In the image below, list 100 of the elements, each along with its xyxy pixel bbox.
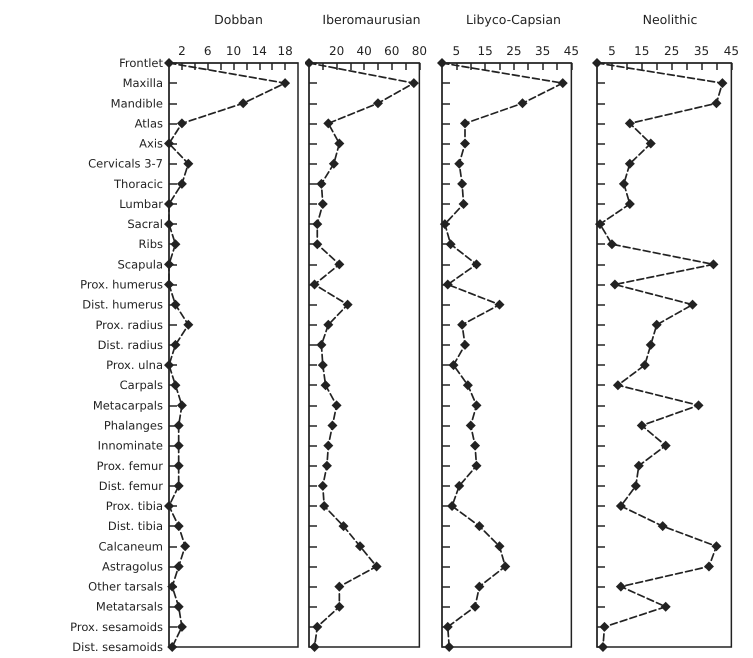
x-tick-label: 5: [452, 44, 460, 58]
y-tick-label: Dist. radius: [98, 338, 163, 352]
point: [634, 460, 644, 471]
point: [408, 78, 419, 88]
point: [164, 280, 174, 290]
point: [442, 280, 453, 290]
point: [164, 259, 174, 270]
chart-title: Dobban: [214, 12, 263, 27]
point: [711, 541, 722, 552]
point: [164, 360, 174, 370]
point: [322, 460, 332, 471]
point: [460, 118, 470, 128]
point: [170, 380, 180, 390]
x-tick-label: 18: [277, 44, 293, 58]
point: [640, 360, 650, 370]
x-tick-label: 15: [634, 44, 650, 58]
point: [448, 360, 458, 370]
point: [437, 58, 447, 68]
point: [711, 98, 722, 108]
point: [328, 158, 339, 169]
point: [462, 380, 473, 390]
point: [334, 138, 344, 149]
point: [606, 239, 617, 250]
point: [592, 58, 602, 68]
y-tick-label: Dist. sesamoids: [72, 640, 163, 654]
point: [167, 582, 178, 592]
point: [319, 501, 330, 512]
point: [460, 138, 470, 149]
y-tick-label: Atlas: [134, 116, 163, 130]
point: [332, 400, 342, 410]
point: [174, 561, 184, 572]
point: [338, 521, 348, 532]
point: [457, 178, 468, 189]
y-tick-label: Phalanges: [104, 418, 164, 432]
point: [170, 300, 180, 310]
point: [646, 138, 656, 149]
point: [612, 380, 623, 390]
y-tick-label: Carpals: [120, 378, 164, 392]
point: [471, 460, 482, 471]
point: [652, 320, 662, 330]
point: [646, 340, 656, 350]
point: [494, 541, 504, 552]
y-tick-label: Thoracic: [113, 176, 163, 191]
point: [174, 440, 184, 451]
point: [658, 521, 668, 532]
y-tick-label: Metacarpals: [92, 398, 164, 412]
x-tick-label: 35: [694, 44, 710, 58]
point: [327, 420, 338, 430]
point: [334, 259, 344, 270]
point: [174, 521, 184, 532]
point: [708, 259, 718, 270]
y-tick-label: Maxilla: [122, 76, 163, 90]
point: [316, 178, 326, 189]
point: [458, 198, 469, 209]
point: [470, 440, 480, 451]
point: [318, 360, 328, 370]
x-tick-label: 35: [534, 44, 550, 58]
point: [342, 300, 353, 310]
point: [164, 219, 174, 230]
point: [176, 622, 187, 632]
point: [624, 118, 635, 128]
point: [174, 480, 184, 491]
point: [440, 219, 450, 230]
point: [616, 501, 626, 512]
point: [470, 602, 480, 612]
y-tick-label: Cervicals 3-7: [88, 156, 163, 171]
point: [624, 158, 635, 169]
point: [323, 440, 334, 451]
chart-title: Libyco-Capsian: [466, 12, 561, 27]
point: [471, 400, 482, 410]
point: [355, 541, 366, 552]
point: [466, 420, 476, 430]
y-tick-label: Mandible: [110, 96, 163, 110]
point: [305, 58, 314, 68]
y-tick-label: Prox. ulna: [106, 358, 163, 372]
point: [318, 198, 328, 209]
x-tick-label: 40: [356, 44, 372, 58]
x-tick-label: 25: [506, 44, 522, 58]
point: [471, 259, 482, 270]
point: [618, 178, 629, 189]
x-tick-label: 6: [204, 44, 212, 58]
x-tick-label: 10: [226, 44, 242, 58]
point: [164, 138, 174, 149]
y-tick-label: Prox. tibia: [106, 499, 163, 514]
y-tick-label: Dist. femur: [98, 478, 164, 493]
point: [446, 239, 456, 250]
point: [558, 78, 568, 88]
point: [660, 602, 671, 612]
point: [170, 340, 180, 350]
y-tick-label: Dist. tibia: [108, 519, 163, 534]
y-tick-label: Metatarsals: [96, 600, 163, 614]
point: [334, 582, 344, 592]
y-tick-label: Frontlet: [119, 56, 164, 70]
x-tick-label: 14: [252, 44, 267, 58]
point: [688, 300, 698, 310]
point: [474, 582, 484, 592]
point: [323, 118, 334, 128]
point: [454, 158, 464, 169]
y-tick-label: Prox. femur: [96, 458, 164, 473]
y-tick-label: Lumbar: [119, 196, 164, 211]
